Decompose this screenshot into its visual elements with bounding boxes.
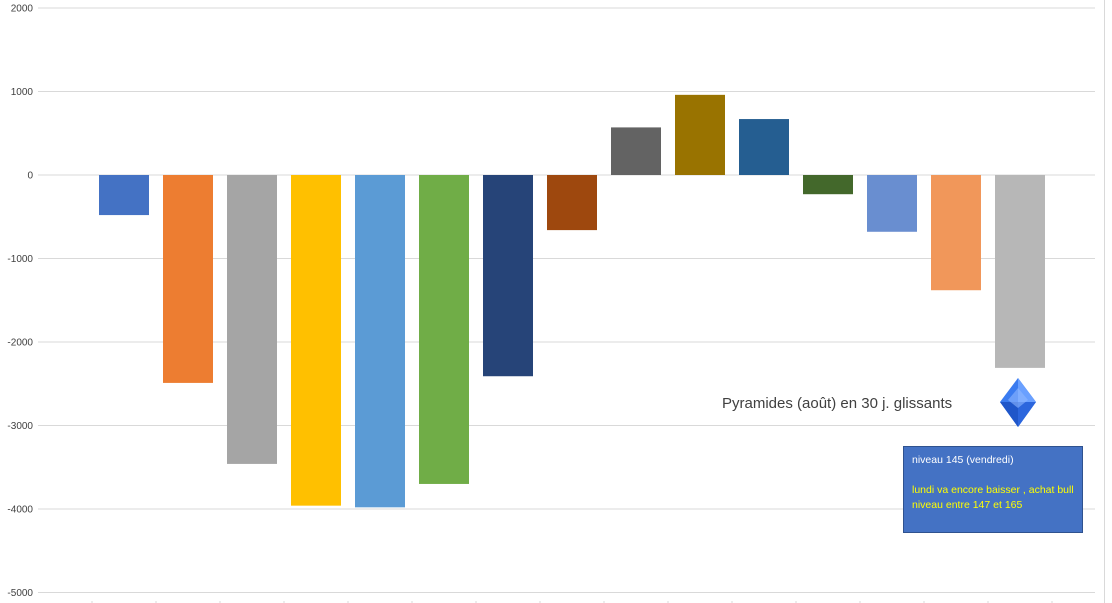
bar xyxy=(355,175,405,508)
y-tick-label: 2000 xyxy=(11,4,34,15)
bar xyxy=(227,175,277,464)
y-tick-label: -2000 xyxy=(7,338,33,349)
bar xyxy=(931,175,981,291)
bar xyxy=(803,175,853,195)
y-tick-label: 1000 xyxy=(11,87,34,98)
annotation-line-2: lundi va encore baisser , achat bull niv… xyxy=(912,484,1074,511)
bar xyxy=(163,175,213,383)
annotation-line-1: niveau 145 (vendredi) xyxy=(912,454,1014,466)
bar xyxy=(419,175,469,484)
y-axis-tick-labels: 2000 1000 0 -1000 -2000 -3000 -4000 -5000 xyxy=(7,4,33,600)
annotation-box: niveau 145 (vendredi) lundi va encore ba… xyxy=(903,446,1083,533)
chart-title: Pyramides (août) en 30 j. glissants xyxy=(722,395,953,412)
bars xyxy=(99,94,1045,508)
blue-diamond-gem-icon xyxy=(1000,378,1036,427)
y-tick-label: -5000 xyxy=(7,588,33,599)
y-tick-label: -4000 xyxy=(7,505,33,516)
bar xyxy=(995,175,1045,368)
bar xyxy=(611,127,661,175)
bar xyxy=(483,175,533,377)
bar xyxy=(867,175,917,232)
y-tick-label: -3000 xyxy=(7,421,33,432)
bar xyxy=(547,175,597,231)
bar xyxy=(739,119,789,175)
y-tick-label: 0 xyxy=(27,171,33,182)
right-gutter-ticks xyxy=(1104,0,1105,603)
y-tick-label: -1000 xyxy=(7,254,33,265)
bar xyxy=(99,175,149,216)
bar xyxy=(675,94,725,175)
bar xyxy=(291,175,341,506)
